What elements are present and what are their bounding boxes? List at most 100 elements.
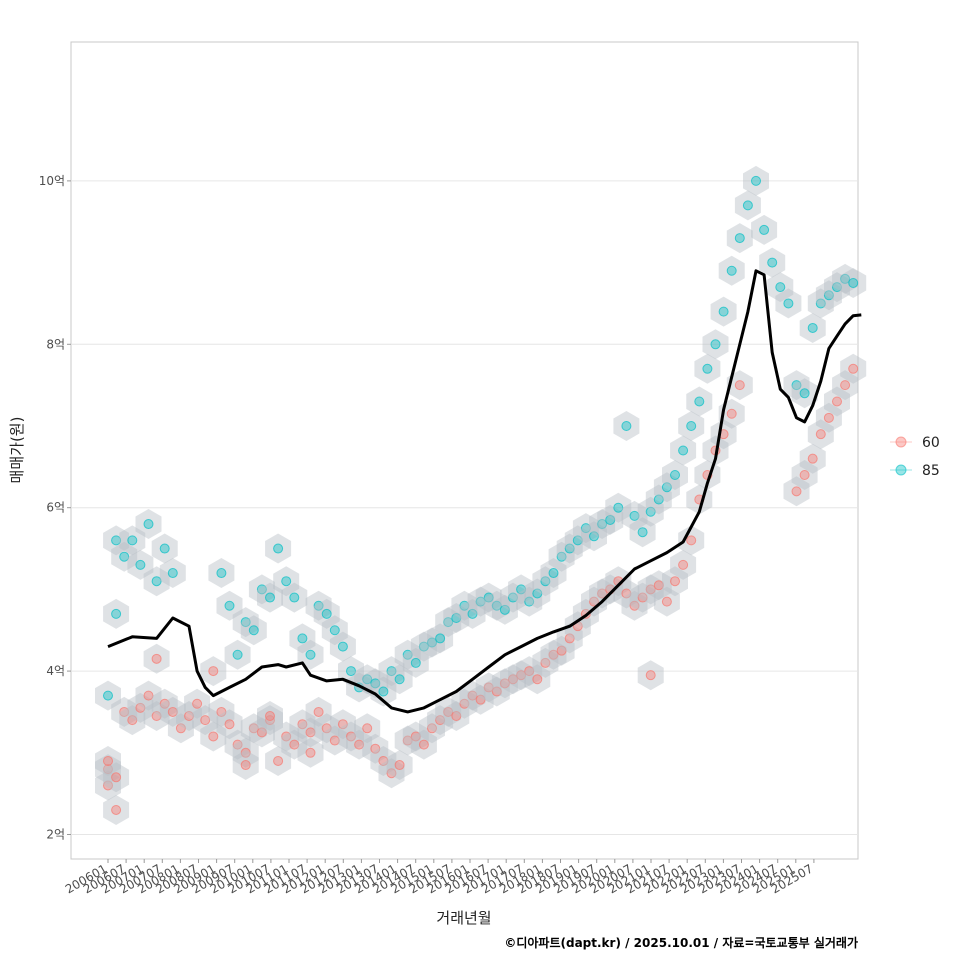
- point-60-1: [103, 764, 113, 775]
- hexbin-60-78: [653, 586, 680, 617]
- hexbin-85-75: [734, 190, 761, 221]
- hexbin-60-95: [840, 353, 867, 384]
- hexbin-85-39: [443, 603, 470, 633]
- point-85-29: [370, 678, 381, 689]
- point-85-50: [540, 576, 551, 587]
- point-60-7: [135, 702, 146, 713]
- hexbin-60-36: [321, 725, 348, 756]
- point-60-43: [386, 768, 397, 779]
- hexbin-85-31: [378, 656, 405, 687]
- point-60-72: [621, 588, 632, 599]
- point-60-77: [653, 580, 664, 591]
- hexbin-85-56: [581, 521, 607, 552]
- point-60-94: [840, 380, 851, 391]
- point-60-15: [192, 698, 203, 709]
- point-60-35: [321, 723, 332, 734]
- legend-label-60: 60: [922, 435, 940, 451]
- point-85-23: [321, 608, 332, 619]
- point-85-35: [418, 641, 429, 652]
- point-60-37: [337, 719, 348, 730]
- hexbin-85-17: [265, 533, 292, 564]
- hexbin-60-30: [281, 729, 308, 760]
- hexbin-60-44: [386, 750, 413, 780]
- point-60-41: [370, 743, 381, 754]
- hexbin-60-55: [475, 672, 502, 703]
- point-85-54: [572, 535, 583, 546]
- hexbin-85-23: [313, 598, 340, 629]
- hexbin-60-64: [548, 635, 575, 666]
- hexbin-85-83: [799, 313, 826, 343]
- point-60-90: [807, 453, 818, 464]
- hexbin-60-65: [556, 623, 583, 654]
- point-85-55: [580, 523, 591, 534]
- hexbin-85-2: [103, 525, 130, 556]
- hexbin-85-18: [273, 566, 300, 597]
- point-60-11: [159, 698, 170, 709]
- hexbin-60-81: [678, 525, 705, 556]
- point-60-16: [200, 715, 211, 726]
- point-60-4: [111, 804, 122, 815]
- trend-line: [107, 269, 862, 714]
- hexbin-60-29: [273, 721, 300, 752]
- hexbin-60-50: [435, 696, 462, 727]
- point-85-10: [216, 568, 227, 579]
- trend-line-group: [107, 269, 862, 714]
- point-85-59: [613, 502, 624, 513]
- hexbin-85-25: [329, 631, 356, 662]
- hexbin-85-79: [767, 272, 794, 303]
- hexbin-60-56: [483, 676, 510, 707]
- point-85-9: [167, 568, 178, 579]
- point-85-83: [807, 322, 818, 333]
- point-60-47: [418, 739, 429, 750]
- point-60-54: [475, 694, 486, 705]
- hexbin-60-20: [216, 709, 243, 740]
- point-60-13: [175, 723, 186, 734]
- hexbin-85-7: [143, 566, 170, 597]
- point-85-5: [135, 559, 146, 570]
- point-85-20: [297, 633, 308, 644]
- point-85-43: [483, 592, 494, 603]
- point-60-74: [637, 592, 648, 603]
- legend-label-85: 85: [922, 463, 940, 479]
- hexbin-85-86: [824, 272, 850, 303]
- hexbin-60-7: [127, 692, 154, 723]
- point-85-67: [678, 445, 689, 456]
- hexbin-85-48: [516, 586, 543, 617]
- y-axis-title: 매매가(원): [8, 417, 26, 484]
- hexbin-85-49: [524, 578, 551, 609]
- hexbin-85-24: [321, 615, 348, 646]
- point-85-66: [670, 470, 680, 481]
- hexbin-60-62: [532, 647, 559, 678]
- point-60-34: [313, 706, 324, 717]
- y-tick-label-2: 6억: [46, 501, 65, 515]
- hexbin-60-58: [500, 664, 526, 695]
- hexbin-85-69: [686, 386, 713, 417]
- hexbin-85-55: [572, 513, 599, 544]
- point-60-17: [208, 731, 219, 742]
- hexbin-85-73: [718, 255, 745, 286]
- hexbin-60-16: [192, 705, 219, 736]
- plot-panel: [70, 41, 859, 860]
- hexbin-60-18: [200, 656, 227, 687]
- hexbin-85-65: [653, 472, 680, 503]
- point-60-2: [103, 755, 113, 766]
- point-60-48: [427, 723, 437, 734]
- point-60-63: [548, 649, 559, 660]
- hexbin-85-3: [111, 541, 138, 572]
- point-60-38: [346, 731, 356, 742]
- point-85-84: [815, 298, 826, 309]
- point-60-68: [589, 596, 599, 607]
- point-60-62: [540, 657, 551, 668]
- point-85-56: [589, 531, 599, 542]
- point-60-57: [499, 678, 510, 689]
- hexbin-60-88: [783, 476, 810, 507]
- point-85-48: [524, 596, 535, 607]
- point-85-77: [759, 224, 770, 235]
- legend-marker-60: [895, 436, 907, 448]
- point-85-25: [337, 641, 348, 652]
- point-85-85: [823, 290, 834, 301]
- hexbin-60-49: [427, 705, 454, 736]
- hexbin-85-22: [305, 590, 332, 621]
- hexbin-60-80: [670, 549, 697, 580]
- point-60-91: [815, 429, 826, 440]
